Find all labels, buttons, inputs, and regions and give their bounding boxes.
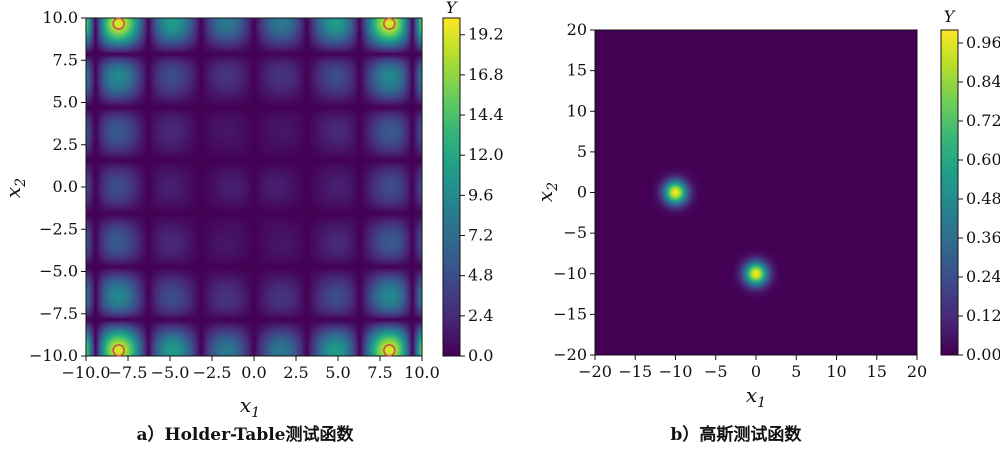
y-tick-label: 5.0: [53, 93, 78, 112]
colorbar-tick-label: 0.72: [966, 111, 1000, 130]
x-tick-label: 10: [826, 362, 846, 381]
x-tick-label: 15: [867, 362, 887, 381]
gaussian-panel: −20 −15 −10 −5 0 5 10 15 20 −20−15−10−505101520 …: [533, 7, 1000, 445]
maximum-marker: [383, 17, 396, 30]
holder-table-maxima-markers: [112, 17, 396, 357]
colorbar-tick-label: 9.6: [468, 185, 493, 204]
y-tick-label: 0.0: [53, 177, 78, 196]
y-tick-label: 10.0: [42, 8, 78, 27]
holder-table-colorbar-frame: [442, 17, 461, 357]
holder-table-x-axis-label: x1: [240, 393, 260, 421]
colorbar-tick-label: 0.84: [966, 72, 1000, 91]
holder-table-y-axis-label: x2: [1, 178, 29, 198]
x-tick-label: −5.0: [151, 363, 190, 382]
x-tick-label: −5: [704, 362, 728, 381]
colorbar-tick-label: 0.00: [966, 345, 1000, 364]
holder-table-caption: a）Holder-Table测试函数: [137, 424, 355, 445]
x-tick-label: 2.5: [283, 363, 308, 382]
x-tick-label: 20: [907, 362, 927, 381]
x-tick-label: −15: [618, 362, 652, 381]
maximum-marker: [112, 344, 125, 357]
x-tick-label: 0: [751, 362, 761, 381]
colorbar-tick-label: 14.4: [468, 105, 504, 124]
colorbar-tick-label: 16.8: [468, 65, 504, 84]
y-tick-label: −7.5: [39, 304, 78, 323]
x-tick-label: −10.0: [61, 363, 110, 382]
gaussian-caption: b）高斯测试函数: [671, 424, 803, 445]
y-tick-label: −15: [553, 304, 587, 323]
x-tick-label: 0.0: [241, 363, 266, 382]
gaussian-heatmap: [595, 30, 917, 355]
holder-table-colorbar: [443, 18, 460, 356]
y-tick-label: 7.5: [53, 50, 78, 69]
y-tick-label: 0: [577, 183, 587, 202]
y-tick-label: −2.5: [39, 219, 78, 238]
y-tick-label: −20: [553, 345, 587, 364]
colorbar-tick-label: 2.4: [468, 306, 493, 325]
colorbar-tick-label: 0.60: [966, 150, 1000, 169]
gaussian-x-ticks: −20 −15 −10 −5 0 5 10 15 20: [578, 355, 927, 381]
y-tick-label: 15: [567, 61, 587, 80]
y-tick-label: 10: [567, 101, 587, 120]
gaussian-colorbar-ticks: 0.00 0.12 0.24 0.36 0.48 0.60 0.72 0.84 0.96: [958, 33, 1000, 364]
holder-table-panel: −10.0−7.5 −5.0 −2.5 0.0 2.5 5.0 7.5 10.0 −10.0−…: [1, 0, 504, 445]
x-tick-label: 10.0: [404, 363, 440, 382]
holder-table-heatmap: [86, 18, 422, 356]
x-tick-label: 5.0: [325, 363, 350, 382]
maximum-marker: [112, 17, 125, 30]
gaussian-colorbar: [941, 30, 958, 355]
holder-table-y-ticks: −10.0 −7.5 −5.0 −2.5 0.0 2.5 5.0 7.5 10.0: [29, 8, 86, 365]
holder-table-colorbar-ticks: 0.0 2.4 4.8 7.2 9.6 12.0 14.4 16.8 19.2: [460, 25, 504, 365]
colorbar-tick-label: 7.2: [468, 226, 493, 245]
x-tick-label: 7.5: [367, 363, 392, 382]
gaussian-x-axis-label: x1: [746, 383, 766, 411]
holder-table-x-ticks: −10.0−7.5 −5.0 −2.5 0.0 2.5 5.0 7.5 10.0: [61, 356, 440, 382]
colorbar-tick-label: 4.8: [468, 266, 493, 285]
gaussian-y-axis-label: x2: [533, 182, 561, 202]
colorbar-tick-label: 0.96: [966, 33, 1000, 52]
colorbar-tick-label: 0.0: [468, 346, 493, 365]
x-tick-label: −2.5: [193, 363, 232, 382]
y-tick-label: 5: [577, 142, 587, 161]
y-tick-label: −10.0: [29, 346, 78, 365]
x-tick-label: 5: [791, 362, 801, 381]
x-tick-label: −7.5: [109, 363, 148, 382]
colorbar-tick-label: 0.48: [966, 189, 1000, 208]
x-tick-label: −20: [578, 362, 612, 381]
gaussian-y-ticks: −20 −15 −10 −5 0 5 10 15 20: [553, 20, 595, 364]
colorbar-tick-label: 0.12: [966, 306, 1000, 325]
colorbar-tick-label: 0.24: [966, 267, 1000, 286]
y-tick-label: −10: [553, 264, 587, 283]
y-tick-label: −5: [563, 223, 587, 242]
x-tick-label: −10: [659, 362, 693, 381]
y-tick-label: 2.5: [53, 135, 78, 154]
y-tick-label: −5.0: [39, 262, 78, 281]
colorbar-tick-label: 12.0: [468, 145, 504, 164]
gaussian-colorbar-title: Y: [944, 7, 956, 26]
y-tick-label: 20: [567, 20, 587, 39]
gaussian-colorbar-frame: [940, 29, 959, 356]
holder-table-colorbar-title: Y: [446, 0, 458, 17]
colorbar-tick-label: 0.36: [966, 228, 1000, 247]
maximum-marker: [383, 344, 396, 357]
colorbar-tick-label: 19.2: [468, 25, 504, 44]
